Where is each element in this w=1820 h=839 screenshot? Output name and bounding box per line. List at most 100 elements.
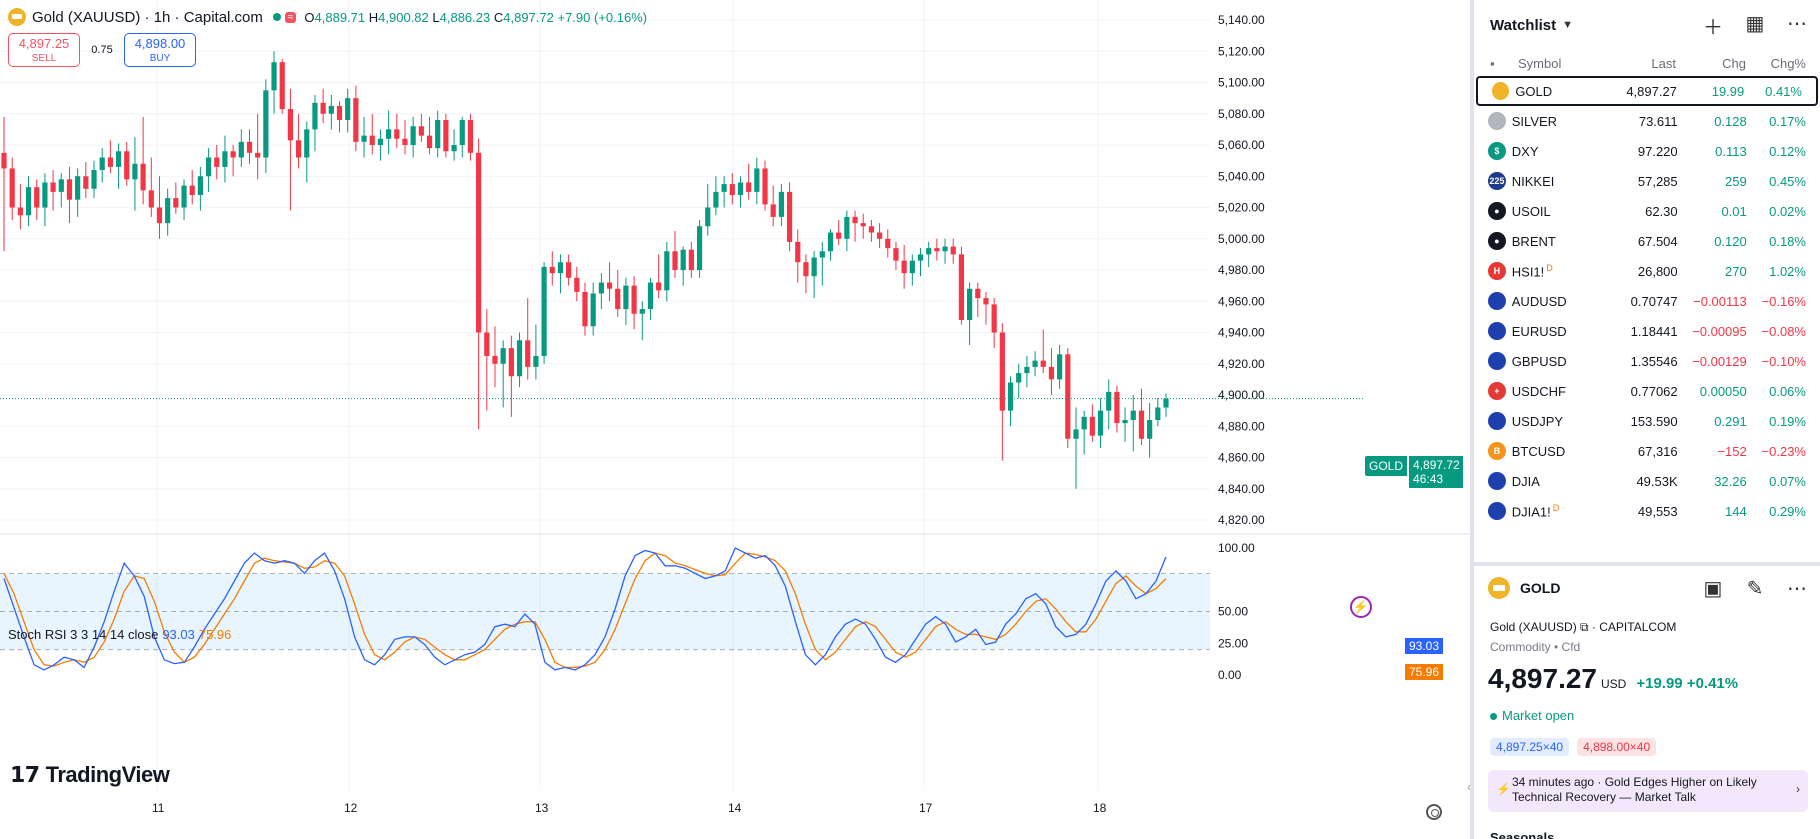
ask-pill[interactable]: 4,898.00×40 xyxy=(1577,738,1657,756)
candle-body xyxy=(279,62,285,110)
candle-body xyxy=(418,126,424,136)
time-axis-label: 11 xyxy=(152,801,165,815)
candle-body xyxy=(1155,407,1161,420)
candle-body xyxy=(459,120,465,145)
column-chg[interactable]: Chg xyxy=(1722,55,1746,71)
symbol-name: BRENT xyxy=(1511,233,1556,249)
change: 144 xyxy=(1725,503,1747,519)
price-axis-label: 5,140.00 xyxy=(1218,13,1265,27)
candle-body xyxy=(508,348,514,377)
candle-body xyxy=(926,248,932,255)
watchlist-row-dxy[interactable]: $ DXY 97.220 0.113 0.12% xyxy=(1474,136,1820,166)
price-axis-label: 4,960.00 xyxy=(1218,294,1265,308)
gold-icon xyxy=(1492,82,1510,100)
candle-body xyxy=(1040,360,1046,367)
watchlist-row-btcusd[interactable]: B BTCUSD 67,316 −152 −0.23% xyxy=(1474,436,1820,466)
watchlist-row-eurusd[interactable]: EURUSD 1.18441 −0.00095 −0.08% xyxy=(1474,316,1820,346)
change-percent: 0.06% xyxy=(1769,383,1806,399)
chevron-down-icon[interactable]: ▼ xyxy=(1562,19,1574,31)
sell-button[interactable]: 4,897.25 SELL xyxy=(8,33,80,67)
candle-body xyxy=(17,207,23,216)
candle-body xyxy=(975,288,981,299)
change: 259 xyxy=(1725,173,1747,189)
price-axis-label: 4,980.00 xyxy=(1218,263,1265,277)
price-axis-label: 4,940.00 xyxy=(1218,326,1265,340)
hsi1-icon: H xyxy=(1488,262,1506,280)
table-view-icon[interactable]: ▦ xyxy=(1745,12,1765,35)
last-price: 62.30 xyxy=(1645,203,1678,219)
watchlist-row-djia[interactable]: DJIA 49.53K 32.26 0.07% xyxy=(1474,466,1820,496)
watchlist-row-silver[interactable]: SILVER 73.611 0.128 0.17% xyxy=(1474,106,1820,136)
watchlist-row-usdjpy[interactable]: USDJPY 153.590 0.291 0.19% xyxy=(1474,406,1820,436)
stoch-rsi-legend[interactable]: Stoch RSI 3 3 14 14 close 93.03 75.96 xyxy=(8,627,232,642)
column-symbol[interactable]: Symbol xyxy=(1518,55,1562,71)
collapse-handle-icon[interactable]: ‹ xyxy=(1467,780,1471,794)
candle-body xyxy=(1138,410,1145,439)
tradingview-logo[interactable]: 𝟭𝟳 TradingView xyxy=(10,762,170,787)
candle-body xyxy=(860,223,866,227)
candle-body xyxy=(893,248,899,261)
add-symbol-icon[interactable]: ＋ xyxy=(1703,16,1723,39)
gear-icon[interactable] xyxy=(1426,804,1442,820)
candle-body xyxy=(75,176,81,200)
djia1-icon xyxy=(1488,502,1506,520)
news-item[interactable]: ⚡ 34 minutes ago · Gold Edges Higher on … xyxy=(1488,770,1808,812)
chart-canvas[interactable]: 5,140.00 5,120.00 5,100.00 5,080.00 5,060.00… xyxy=(0,0,1470,839)
symbol-name: DJIA xyxy=(1511,473,1540,489)
lightning-icon[interactable]: ⚡ xyxy=(1350,596,1372,618)
watchlist-row-gold[interactable]: GOLD 4,897.27 19.99 0.41% xyxy=(1476,76,1818,106)
candle-body xyxy=(476,152,482,333)
details-symbol[interactable]: GOLD xyxy=(1520,580,1561,596)
candle-body xyxy=(377,138,384,145)
column-chg-pct[interactable]: Chg% xyxy=(1770,55,1806,71)
candle-body xyxy=(991,304,997,333)
price-axis-label: 5,040.00 xyxy=(1218,169,1265,183)
watchlist-row-gbpusd[interactable]: GBPUSD 1.35546 −0.00129 −0.10% xyxy=(1474,346,1820,376)
change-percent: 0.45% xyxy=(1769,173,1806,189)
watchlist-row-usoil[interactable]: ● USOIL 62.30 0.01 0.02% xyxy=(1474,196,1820,226)
price-axis-label: 4,820.00 xyxy=(1218,513,1265,527)
candle-body xyxy=(566,262,572,278)
bid-pill[interactable]: 4,897.25×40 xyxy=(1490,738,1570,756)
last-price: 67.504 xyxy=(1637,233,1678,249)
candle-body xyxy=(189,185,195,195)
watchlist-row-usdchf[interactable]: + USDCHF 0.77062 0.00050 0.06% xyxy=(1474,376,1820,406)
watchlist-row-brent[interactable]: ● BRENT 67.504 0.120 0.18% xyxy=(1474,226,1820,256)
candle-body xyxy=(582,291,588,327)
watchlist-row-nikkei[interactable]: 225 NIKKEI 57,285 259 0.45% xyxy=(1474,166,1820,196)
details-name[interactable]: Gold (XAUUSD) ⧉ · CAPITALCOM xyxy=(1490,620,1677,634)
watchlist-row-hsi1[interactable]: H HSI1! D 26,800 270 1.02% xyxy=(1474,256,1820,286)
chart-title[interactable]: Gold (XAUUSD) · 1h · Capital.com xyxy=(32,8,263,26)
candle-body xyxy=(623,285,629,310)
watchlist-row-audusd[interactable]: AUDUSD 0.70747 −0.00113 −0.16% xyxy=(1474,286,1820,316)
chevron-right-icon[interactable]: › xyxy=(1796,782,1800,796)
column-last[interactable]: Last xyxy=(1651,55,1676,71)
candle-body xyxy=(844,216,850,239)
more-icon[interactable]: ⋯ xyxy=(1787,577,1807,600)
candle-body xyxy=(304,129,310,158)
select-all-checkbox[interactable]: ▪ xyxy=(1490,55,1495,71)
candle-body xyxy=(25,187,32,216)
edit-icon[interactable]: ✎ xyxy=(1746,577,1764,600)
grid-icon[interactable]: ▣ xyxy=(1703,577,1723,600)
watchlist-header: Watchlist ▼ ＋ ▦ ⋯ xyxy=(1474,0,1820,50)
buy-button[interactable]: 4,898.00 BUY xyxy=(124,33,196,67)
stoch-k-line xyxy=(3,547,1167,671)
chart-area[interactable]: 5,140.00 5,120.00 5,100.00 5,080.00 5,060.00… xyxy=(0,0,1470,839)
last-price: 97.220 xyxy=(1637,143,1678,159)
watchlist-row-djia1[interactable]: DJIA1! D 49,553 144 0.29% xyxy=(1474,496,1820,526)
last-price: 49.53K xyxy=(1636,473,1678,489)
market-status: Market open xyxy=(1490,708,1574,723)
candle-body xyxy=(615,288,621,310)
symbol-name: AUDUSD xyxy=(1511,293,1567,309)
candle-body xyxy=(827,232,834,252)
more-icon[interactable]: ⋯ xyxy=(1787,12,1807,35)
d-value-tag: 75.96 xyxy=(1405,664,1443,680)
candle-body xyxy=(443,120,449,152)
watchlist-title[interactable]: Watchlist xyxy=(1490,16,1557,34)
change-percent: 0.18% xyxy=(1769,233,1806,249)
symbol-name: GOLD xyxy=(1515,83,1553,99)
ohlc-values: O4,889.71 H4,900.82 L4,886.23 C4,897.72 … xyxy=(304,9,648,25)
panel-separator[interactable]: ‹ xyxy=(1467,0,1474,839)
candle-body xyxy=(484,332,490,356)
